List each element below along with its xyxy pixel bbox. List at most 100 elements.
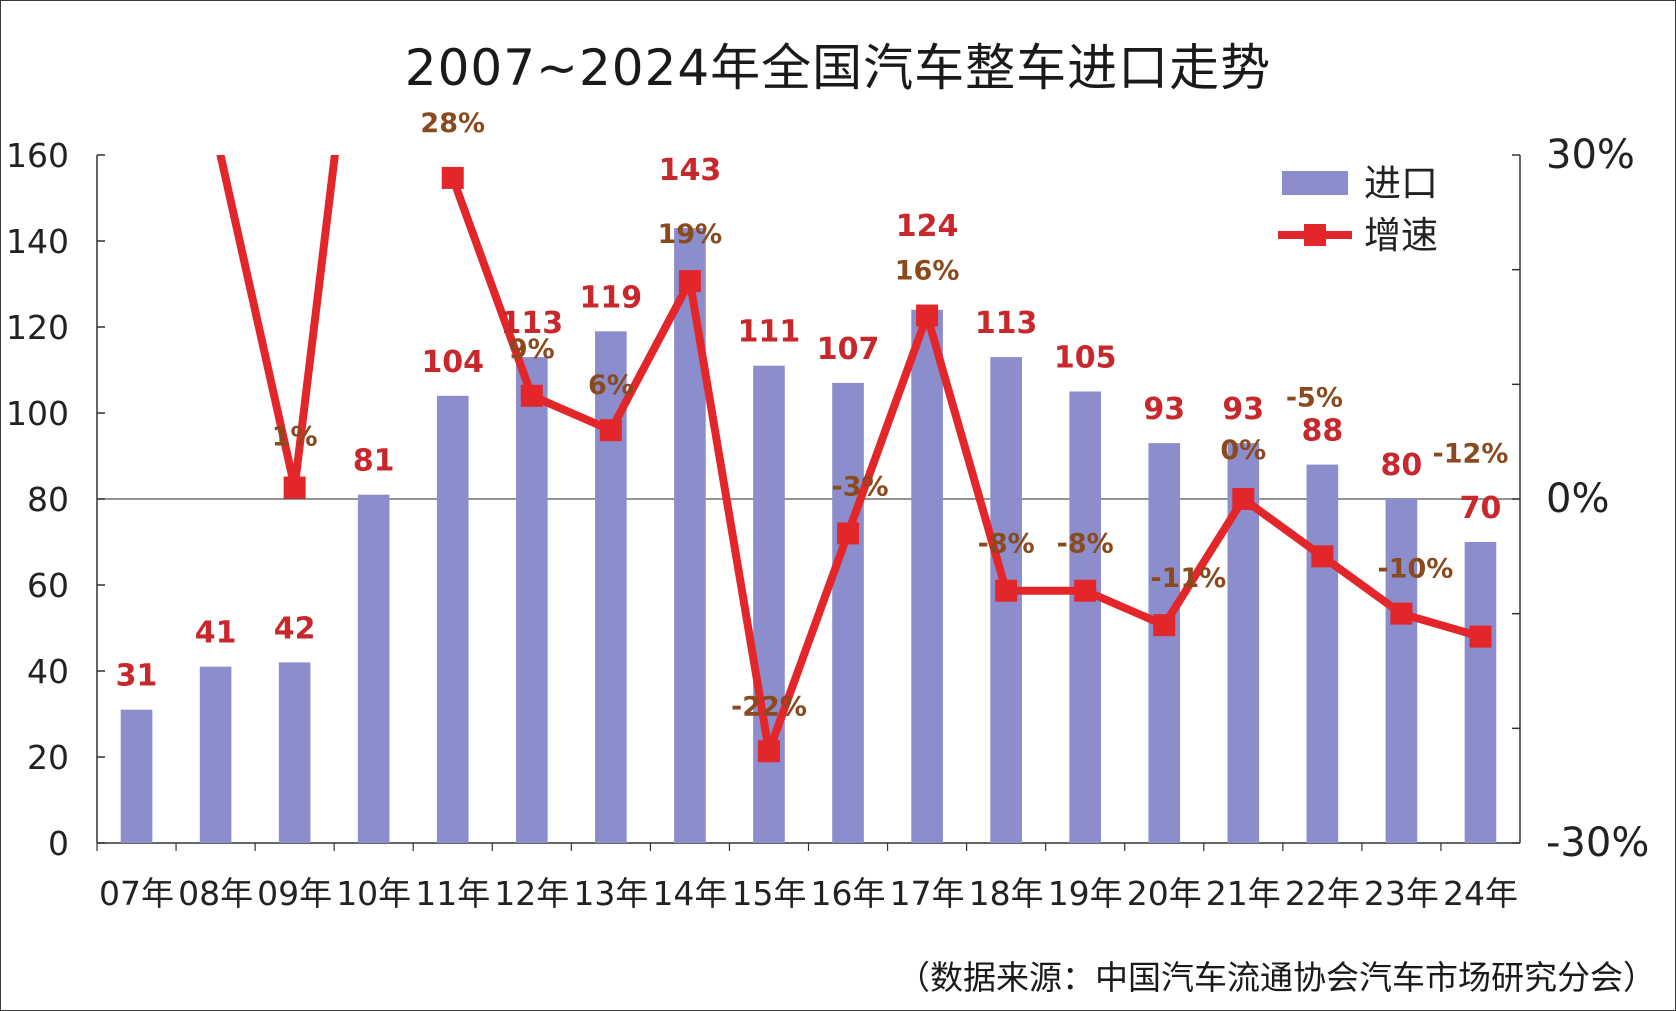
bar-value-label: 31 <box>116 659 158 694</box>
bar-import <box>278 662 311 843</box>
left-tick-label: 80 <box>27 480 69 519</box>
bar-import <box>199 666 232 843</box>
bar-import <box>1069 391 1102 843</box>
left-tick-label: 20 <box>27 738 69 777</box>
bar-value-label: 113 <box>500 306 563 341</box>
bar-import <box>120 709 153 843</box>
growth-value-label: 19% <box>658 219 723 250</box>
legend-label-growth: 增速 <box>1364 214 1438 257</box>
growth-value-label: -22% <box>731 691 807 722</box>
growth-line <box>448 176 1482 756</box>
left-tick-label: 40 <box>27 652 69 691</box>
x-tick-label: 17年 <box>890 874 965 913</box>
bar-import <box>753 365 785 843</box>
growth-marker <box>757 740 780 763</box>
growth-value-label: 1% <box>272 422 318 453</box>
bar-value-label: 113 <box>975 306 1038 341</box>
data-source-note: （数据来源：中国汽车流通协会汽车市场研究分会） <box>897 958 1656 997</box>
left-tick-label: 60 <box>27 566 69 605</box>
bar-value-label: 81 <box>353 444 395 479</box>
bar-value-label: 70 <box>1460 491 1502 526</box>
x-tick-label: 14年 <box>652 874 727 913</box>
bar-value-label: 93 <box>1143 392 1185 427</box>
growth-value-label: -8% <box>978 529 1035 560</box>
x-tick-label: 20年 <box>1127 874 1202 913</box>
x-tick-label: 22年 <box>1285 874 1360 913</box>
x-tick-label: 11年 <box>415 874 490 913</box>
x-tick-label: 13年 <box>573 874 648 913</box>
bar-value-label: 41 <box>195 616 237 651</box>
x-tick-label: 18年 <box>969 874 1044 913</box>
bar-import <box>357 494 390 843</box>
x-tick-label: 15年 <box>731 874 806 913</box>
x-tick-label: 12年 <box>494 874 569 913</box>
bar-import <box>515 357 548 843</box>
x-tick-label: 23年 <box>1364 874 1439 913</box>
growth-marker <box>441 166 464 189</box>
left-tick-label: 160 <box>6 136 69 175</box>
bar-value-label: 93 <box>1222 392 1264 427</box>
growth-marker <box>1311 545 1334 568</box>
left-tick-label: 140 <box>6 222 69 261</box>
left-tick-label: 100 <box>6 394 69 433</box>
growth-marker <box>1074 579 1097 602</box>
x-tick-label: 16年 <box>811 874 886 913</box>
bar-value-label: 104 <box>421 345 484 380</box>
x-tick-label: 07年 <box>99 874 174 913</box>
chart-title: 2007~2024年全国汽车整车进口走势 <box>404 39 1272 97</box>
growth-value-label: -11% <box>1150 563 1226 594</box>
x-tick-label: 08年 <box>178 874 253 913</box>
growth-marker <box>1153 614 1176 637</box>
right-tick-label: -30% <box>1546 820 1649 866</box>
x-tick-label: 10年 <box>336 874 411 913</box>
growth-marker <box>916 304 939 327</box>
growth-marker <box>599 419 622 442</box>
growth-marker <box>1469 625 1492 648</box>
bar-import <box>674 228 706 844</box>
bar-value-label: 111 <box>738 315 801 350</box>
growth-marker <box>520 384 543 407</box>
growth-value-label: -10% <box>1377 554 1453 585</box>
growth-marker <box>837 522 860 545</box>
growth-value-label: -12% <box>1433 439 1509 470</box>
growth-value-label: -8% <box>1057 529 1114 560</box>
growth-marker <box>995 579 1018 602</box>
growth-marker <box>283 476 306 499</box>
legend-label-import: 进口 <box>1364 162 1438 205</box>
bar-import <box>1306 464 1339 843</box>
bar-value-label: 119 <box>580 280 643 315</box>
growth-value-label: 9% <box>509 334 555 365</box>
growth-marker <box>1232 488 1255 510</box>
bar-import <box>1385 499 1418 843</box>
legend-marker-growth <box>1304 224 1326 246</box>
growth-value-label: -5% <box>1286 382 1343 413</box>
bar-value-label: 88 <box>1301 414 1343 449</box>
growth-value-label: -3% <box>832 471 889 502</box>
bar-import <box>832 382 864 843</box>
bar-import <box>436 395 469 843</box>
growth-marker <box>1390 602 1413 625</box>
bar-value-label: 105 <box>1054 341 1117 376</box>
bar-value-label: 107 <box>817 332 880 367</box>
bar-value-label: 143 <box>659 153 722 188</box>
bar-value-label: 42 <box>274 611 316 646</box>
growth-value-label: 28% <box>420 108 485 139</box>
x-tick-label: 24年 <box>1443 874 1518 913</box>
x-tick-label: 21年 <box>1206 874 1281 913</box>
bar-import <box>911 309 943 843</box>
growth-value-label: 16% <box>895 256 960 287</box>
bar-value-label: 80 <box>1381 448 1423 483</box>
growth-marker <box>678 270 701 293</box>
right-tick-label: 30% <box>1546 132 1635 178</box>
bar-value-label: 124 <box>896 209 959 244</box>
x-tick-label: 09年 <box>257 874 332 913</box>
left-tick-label: 120 <box>6 308 69 347</box>
bar-import <box>1464 542 1497 843</box>
growth-value-label: 0% <box>1220 435 1266 466</box>
right-tick-label: 0% <box>1546 476 1609 522</box>
left-tick-label: 0 <box>48 824 69 863</box>
growth-value-label: 6% <box>588 370 634 401</box>
legend-swatch-import <box>1282 171 1348 195</box>
x-tick-label: 19年 <box>1048 874 1123 913</box>
